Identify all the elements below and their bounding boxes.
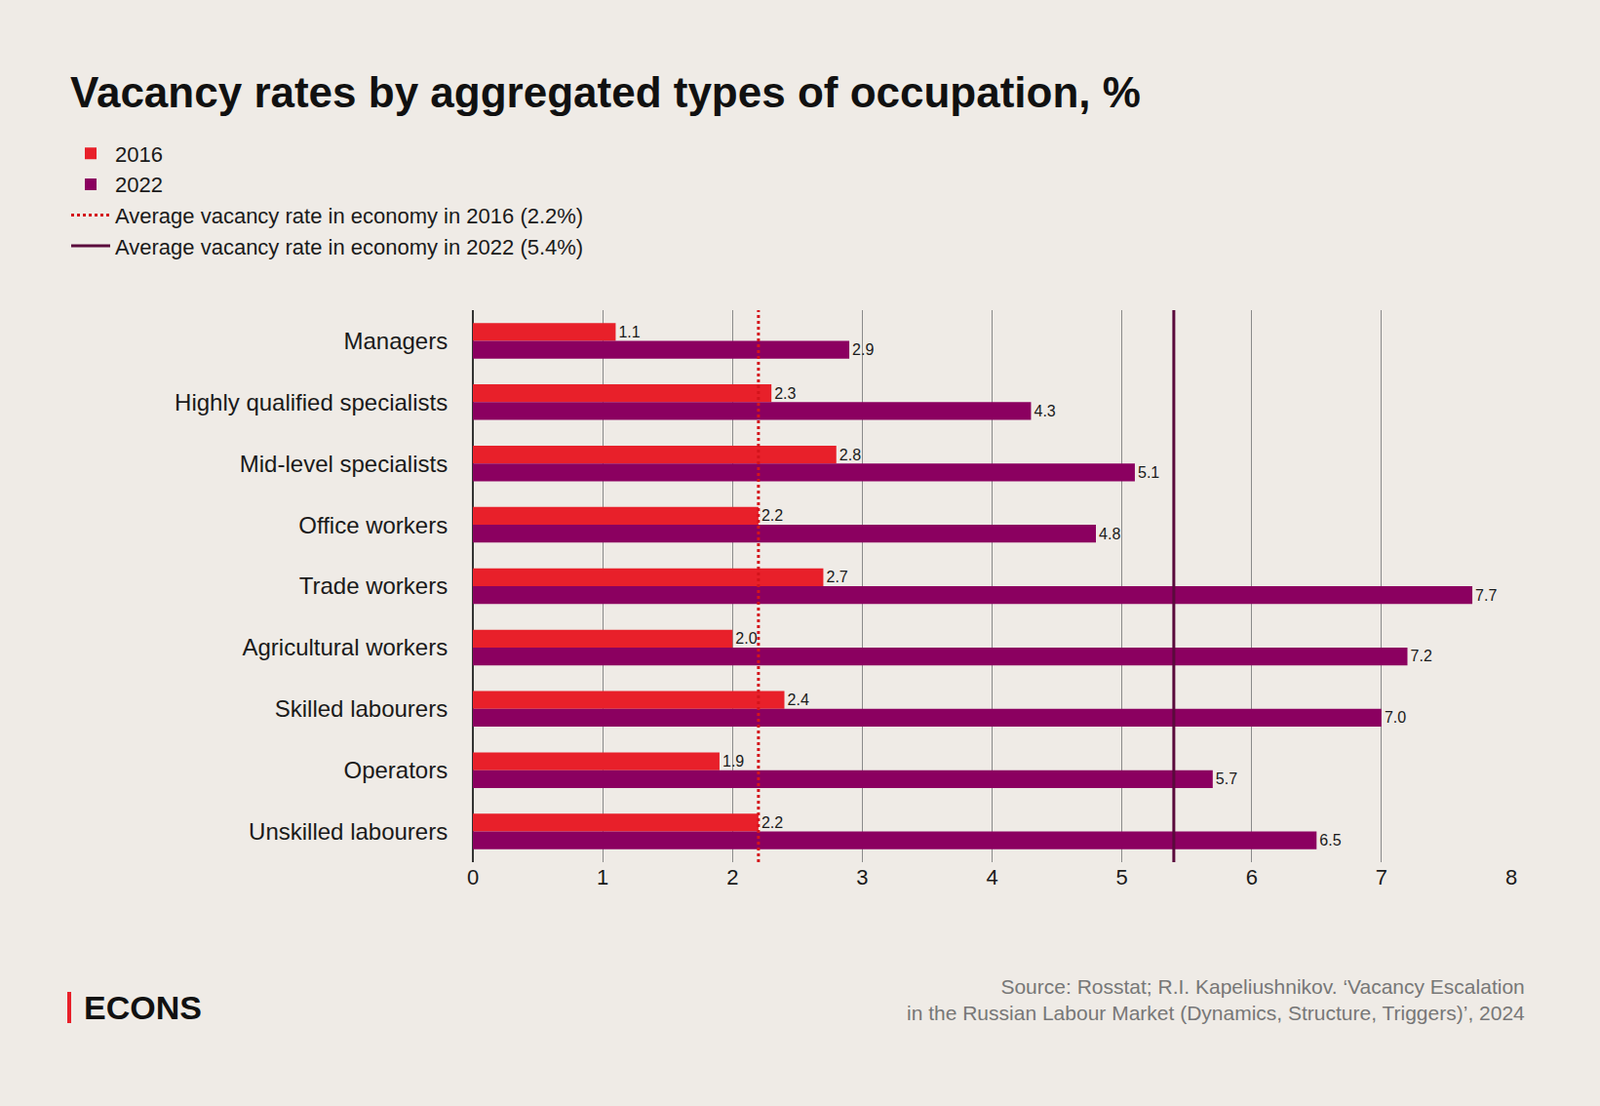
svg-text:2.9: 2.9: [852, 340, 874, 358]
svg-text:2.4: 2.4: [787, 690, 810, 708]
svg-text:2.8: 2.8: [839, 445, 861, 464]
svg-text:2022: 2022: [115, 172, 163, 197]
svg-text:7: 7: [1375, 864, 1388, 890]
svg-text:2: 2: [726, 864, 739, 890]
svg-text:8: 8: [1505, 864, 1518, 890]
svg-text:ECONS: ECONS: [83, 988, 202, 1026]
svg-text:Operators: Operators: [343, 756, 448, 783]
svg-text:1.1: 1.1: [618, 322, 640, 341]
svg-text:Highly qualified specialists: Highly qualified specialists: [174, 389, 448, 416]
svg-text:2.7: 2.7: [825, 567, 848, 586]
svg-text:Trade workers: Trade workers: [299, 572, 448, 599]
svg-text:6.5: 6.5: [1319, 830, 1341, 849]
svg-text:4.3: 4.3: [1033, 401, 1055, 420]
svg-text:Average vacancy rate in econom: Average vacancy rate in economy in 2016 …: [115, 203, 584, 229]
svg-text:5.1: 5.1: [1137, 463, 1160, 481]
svg-text:2.0: 2.0: [735, 628, 757, 647]
svg-text:Agricultural workers: Agricultural workers: [241, 633, 448, 661]
svg-text:2.2: 2.2: [761, 813, 783, 831]
svg-text:7.7: 7.7: [1475, 585, 1497, 604]
svg-text:2.3: 2.3: [774, 384, 796, 402]
svg-text:Managers: Managers: [343, 327, 448, 354]
svg-text:Office workers: Office workers: [298, 511, 448, 539]
svg-text:5: 5: [1116, 864, 1129, 890]
svg-text:Skilled labourers: Skilled labourers: [274, 695, 448, 722]
svg-text:Source: Rosstat; R.I. Kapelius: Source: Rosstat; R.I. Kapeliushnikov. ‘V…: [906, 975, 1525, 1024]
svg-text:4.8: 4.8: [1098, 524, 1121, 543]
svg-text:Average vacancy rate in econom: Average vacancy rate in economy in 2022 …: [115, 234, 584, 260]
svg-text:1: 1: [596, 864, 609, 890]
svg-text:1.9: 1.9: [722, 751, 744, 770]
svg-text:2.2: 2.2: [761, 506, 783, 524]
svg-text:7.2: 7.2: [1410, 646, 1433, 664]
svg-text:3: 3: [856, 864, 868, 890]
svg-text:5.7: 5.7: [1215, 769, 1238, 787]
svg-text:6: 6: [1246, 864, 1258, 890]
svg-text:7.0: 7.0: [1384, 707, 1406, 726]
svg-text:4: 4: [985, 864, 998, 890]
svg-text:Unskilled labourers: Unskilled labourers: [248, 818, 448, 845]
svg-text:0: 0: [467, 864, 479, 890]
svg-text:Mid-level specialists: Mid-level specialists: [239, 450, 448, 477]
svg-text:2016: 2016: [115, 142, 163, 167]
svg-text:Vacancy rates by aggregated ty: Vacancy rates by aggregated types of occ…: [70, 68, 1141, 117]
